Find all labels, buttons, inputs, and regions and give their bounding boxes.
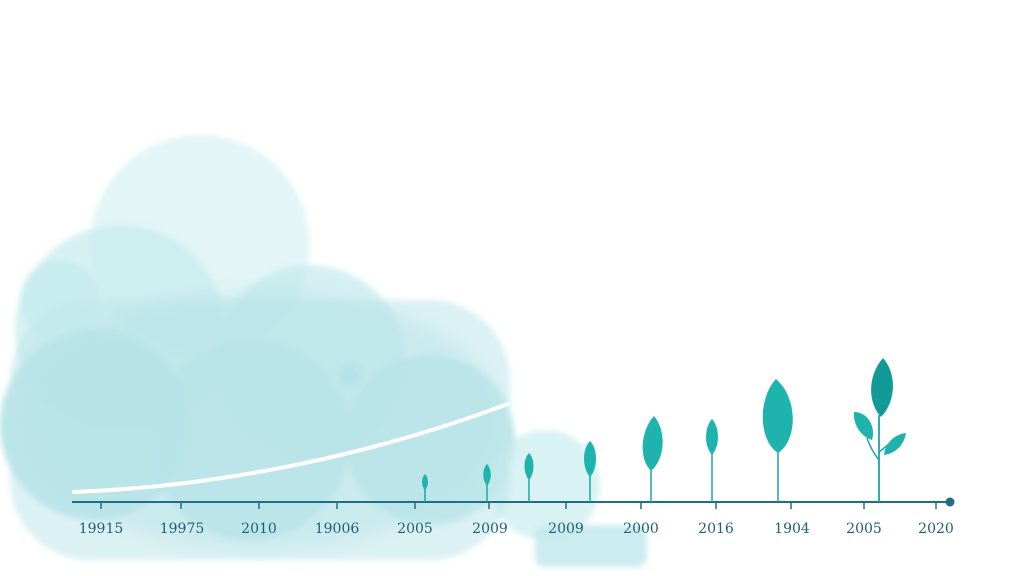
watercolor-haze [20,290,500,550]
leaf-icon [422,474,428,490]
sprout-1 [422,474,428,502]
timeline-label: 2005 [397,521,433,537]
leaf-icon [884,433,906,455]
leaf-icon [762,379,793,453]
timeline-label: 2020 [918,521,954,537]
timeline-ticks [100,502,937,509]
leaf-icon [853,412,874,440]
timeline-label: 2009 [548,521,584,537]
timeline-labels: 19915 19975 2010 19006 2005 2009 2009 20… [79,521,954,537]
sprout-2 [483,464,491,502]
leaf-icon [483,464,491,486]
timeline-label: 2005 [846,521,882,537]
leaf-icon [706,419,718,455]
timeline-label: 19975 [160,521,205,537]
sprout-5 [642,416,663,502]
leaf-icon [584,441,596,477]
timeline-label: 19915 [79,521,124,537]
sprout-7 [762,379,793,502]
growth-curve [72,402,510,494]
timeline-label: 2016 [698,521,734,537]
timeline-label: 19006 [315,521,360,537]
leaf-icon [871,358,893,417]
timeline-end-dot [945,497,955,507]
leaf-icon [642,416,663,471]
sprout-8 [853,358,906,502]
sprout-3 [524,453,534,502]
sprout-6 [706,419,718,502]
leaf-icon [524,453,534,480]
timeline-label: 2000 [623,521,659,537]
timeline-label: 1904 [774,521,810,537]
sprout-4 [584,441,596,502]
timeline-label: 2010 [241,521,277,537]
timeline-label: 2009 [472,521,508,537]
sprouts [422,358,906,502]
